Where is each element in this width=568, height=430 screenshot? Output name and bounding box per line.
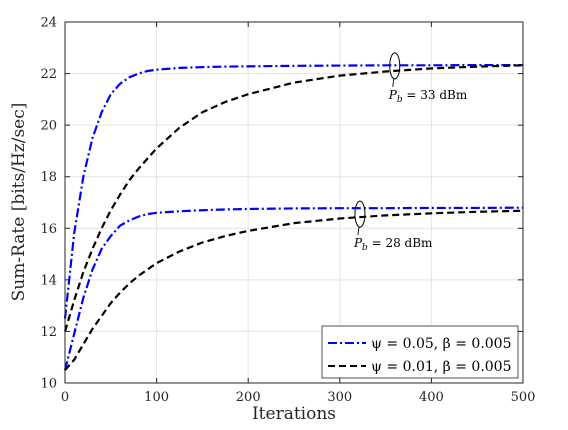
legend: ψ = 0.05, β = 0.005 ψ = 0.01, β = 0.005 <box>321 325 519 379</box>
x-tick-label: 200 <box>236 390 261 405</box>
y-tick-label: 14 <box>40 273 57 288</box>
x-tick-label: 0 <box>61 390 69 405</box>
plot-frame <box>64 21 524 384</box>
x-tick-label: 400 <box>419 390 444 405</box>
y-tick-label: 12 <box>40 325 57 340</box>
annotation-leader <box>392 78 395 87</box>
axis-tick-labels: 0 100 200 300 400 500 10 12 14 16 18 20 22 24 <box>40 16 535 406</box>
y-tick-label: 18 <box>40 170 57 185</box>
series-line-1 <box>63 63 523 319</box>
x-tick-label: 100 <box>144 390 169 405</box>
plot-area <box>65 22 523 383</box>
grid-lines <box>65 22 523 383</box>
series-line-3 <box>63 206 524 371</box>
x-tick-label: 500 <box>511 390 536 405</box>
x-axis-label: Iterations <box>252 404 336 424</box>
y-tick-label: 24 <box>40 16 57 31</box>
legend-entry-1: ψ = 0.05, β = 0.005 <box>371 336 512 352</box>
series-lines <box>63 63 524 371</box>
annotation-label-1: Pb = 33 dBm <box>388 88 468 105</box>
annotation-ellipse <box>354 200 366 228</box>
y-axis-label: Sum-Rate [bits/Hz/sec] <box>9 103 29 302</box>
series-line-4 <box>64 209 524 371</box>
y-tick-label: 22 <box>40 67 57 82</box>
y-tick-label: 20 <box>40 119 57 134</box>
annotation-leader <box>357 227 360 236</box>
axis-ticks <box>64 21 524 384</box>
y-tick-label: 10 <box>40 377 57 392</box>
annotation-ellipse <box>389 52 401 80</box>
legend-entry-2: ψ = 0.01, β = 0.005 <box>371 359 512 375</box>
annotation-label-2: Pb = 28 dBm <box>353 236 433 253</box>
annotations: Pb = 33 dBm Pb = 28 dBm <box>353 52 468 253</box>
legend-box <box>321 325 519 379</box>
x-tick-label: 300 <box>327 390 352 405</box>
y-tick-label: 16 <box>40 222 57 237</box>
series-line-2 <box>63 64 524 332</box>
